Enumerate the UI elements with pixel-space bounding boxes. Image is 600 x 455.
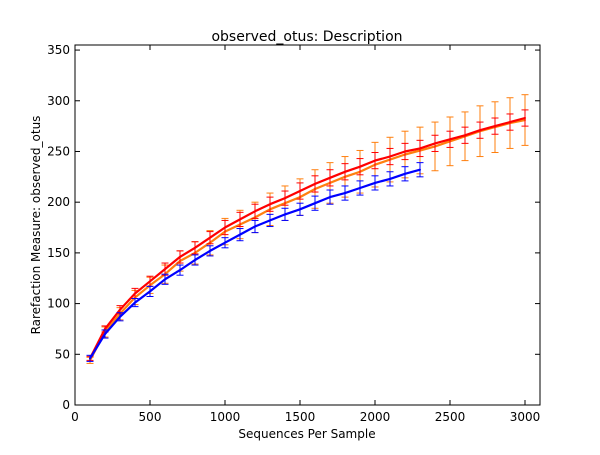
y-tick-label: 50 <box>55 347 70 361</box>
data-point <box>149 280 151 283</box>
data-point <box>329 196 331 199</box>
data-point <box>194 246 196 249</box>
series-2 <box>86 109 529 361</box>
data-point <box>269 219 271 222</box>
data-point <box>419 168 421 171</box>
plot-content <box>86 94 529 364</box>
data-point <box>299 208 301 211</box>
data-point <box>359 165 361 168</box>
data-point <box>449 138 451 141</box>
data-point <box>509 121 511 124</box>
data-point <box>254 225 256 228</box>
data-point <box>254 210 256 213</box>
data-point <box>434 142 436 145</box>
series-3 <box>86 162 424 362</box>
data-point <box>299 190 301 193</box>
data-point <box>239 233 241 236</box>
data-point <box>224 241 226 244</box>
y-tick-label: 300 <box>47 94 70 108</box>
data-point <box>149 290 151 293</box>
data-point <box>179 255 181 258</box>
data-point <box>224 226 226 229</box>
data-point <box>119 308 121 311</box>
data-point <box>344 170 346 173</box>
x-tick-label: 2500 <box>435 410 466 424</box>
data-point <box>524 117 526 120</box>
series-line <box>89 116 526 359</box>
data-point <box>239 218 241 221</box>
x-tick-label: 3000 <box>510 410 541 424</box>
data-point <box>209 236 211 239</box>
plot-frame <box>74 44 541 406</box>
x-tick-label: 0 <box>71 410 79 424</box>
data-point <box>404 150 406 153</box>
data-point <box>284 197 286 200</box>
data-point <box>359 186 361 189</box>
data-point <box>134 292 136 295</box>
data-point <box>404 172 406 175</box>
axis-ticks: 0 500 1000 1500 2000 2500 3000 0 50 100 150 200 250 3… <box>47 43 540 424</box>
data-point <box>389 177 391 180</box>
y-tick-label: 0 <box>62 398 70 412</box>
y-tick-label: 250 <box>47 144 70 158</box>
data-point <box>314 182 316 185</box>
y-axis-label: Rarefaction Measure: observed_otus <box>29 116 43 335</box>
data-point <box>374 159 376 162</box>
x-tick-label: 1500 <box>285 410 316 424</box>
data-point <box>164 268 166 271</box>
y-tick-label: 150 <box>47 246 70 260</box>
data-point <box>314 202 316 205</box>
data-point <box>329 176 331 179</box>
x-axis-label: Sequences Per Sample <box>238 427 375 441</box>
data-point <box>374 181 376 184</box>
data-point <box>164 278 166 281</box>
data-point <box>209 249 211 252</box>
y-tick-label: 200 <box>47 195 70 209</box>
data-point <box>389 155 391 158</box>
data-point <box>194 258 196 261</box>
data-point <box>494 125 496 128</box>
chart-title: observed_otus: Description <box>211 29 402 45</box>
data-point <box>419 147 421 150</box>
data-point <box>269 203 271 206</box>
data-point <box>464 134 466 137</box>
data-point <box>344 192 346 195</box>
series-line <box>89 118 526 361</box>
data-point <box>104 333 106 336</box>
x-tick-label: 1000 <box>210 410 241 424</box>
data-point <box>134 301 136 304</box>
x-tick-label: 500 <box>139 410 162 424</box>
data-point <box>89 357 91 360</box>
y-tick-label: 350 <box>47 43 70 57</box>
data-point <box>119 315 121 318</box>
data-point <box>104 327 106 330</box>
x-tick-label: 2000 <box>360 410 391 424</box>
data-point <box>479 129 481 132</box>
y-tick-label: 100 <box>47 297 70 311</box>
data-point <box>284 213 286 216</box>
data-point <box>179 269 181 272</box>
